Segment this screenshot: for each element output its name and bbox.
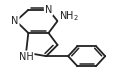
Text: NH$_2$: NH$_2$ [58, 9, 78, 23]
Text: N: N [44, 5, 52, 15]
Text: NH: NH [19, 52, 33, 62]
Text: N: N [11, 16, 18, 26]
